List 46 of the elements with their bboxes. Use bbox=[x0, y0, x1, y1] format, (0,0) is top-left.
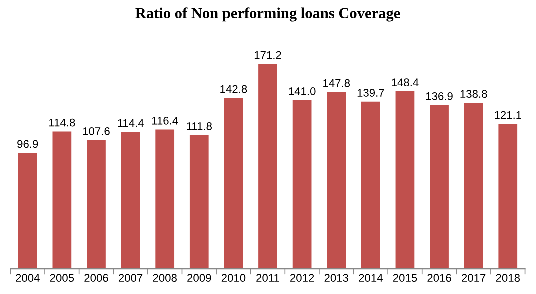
data-label: 114.4 bbox=[118, 119, 144, 128]
data-label: 147.8 bbox=[324, 79, 350, 88]
data-label: 121.1 bbox=[495, 111, 522, 120]
data-label: 116.4 bbox=[152, 116, 178, 125]
bar bbox=[121, 132, 140, 270]
x-tick-label: 2015 bbox=[393, 274, 418, 282]
x-tick-label: 2009 bbox=[188, 274, 212, 282]
data-label: 171.2 bbox=[254, 51, 282, 60]
bar bbox=[327, 92, 346, 270]
x-tick-label: 2010 bbox=[222, 274, 246, 282]
data-label: 142.8 bbox=[220, 85, 248, 94]
bar bbox=[190, 135, 209, 270]
bar bbox=[464, 103, 484, 270]
data-label: 96.9 bbox=[18, 140, 38, 148]
bar bbox=[156, 130, 175, 270]
x-tick-label: 2011 bbox=[256, 274, 280, 282]
data-label: 114.8 bbox=[50, 118, 76, 127]
x-tick-label: 2014 bbox=[359, 274, 383, 282]
bar bbox=[498, 124, 518, 270]
bar bbox=[18, 153, 38, 270]
data-label: 107.6 bbox=[83, 127, 110, 136]
x-tick-label: 2008 bbox=[153, 274, 177, 282]
bar bbox=[258, 64, 278, 270]
data-label: 141.0 bbox=[289, 88, 316, 96]
data-label: 136.9 bbox=[426, 92, 453, 100]
x-tick-label: 2018 bbox=[496, 274, 520, 282]
bar bbox=[292, 100, 312, 270]
x-tick-label: 2013 bbox=[324, 274, 348, 282]
x-tick-label: 2012 bbox=[290, 274, 314, 282]
data-label: 138.8 bbox=[460, 90, 488, 98]
bar bbox=[396, 92, 415, 270]
x-tick-label: 2004 bbox=[16, 274, 40, 282]
data-label: 148.4 bbox=[392, 78, 419, 87]
bar bbox=[224, 98, 244, 270]
x-tick-label: 2017 bbox=[462, 274, 486, 282]
data-label: 139.7 bbox=[358, 89, 384, 97]
bar bbox=[52, 132, 72, 270]
data-label: 111.8 bbox=[187, 122, 212, 130]
bar bbox=[361, 102, 380, 270]
x-tick-label: 2005 bbox=[50, 274, 74, 282]
bar bbox=[430, 105, 449, 270]
x-tick-label: 2006 bbox=[84, 274, 108, 282]
x-tick-label: 2016 bbox=[428, 274, 452, 282]
bar bbox=[87, 140, 106, 270]
chart-title: Ratio of Non performing loans Coverage bbox=[136, 8, 400, 22]
x-tick-label: 2007 bbox=[118, 274, 143, 282]
